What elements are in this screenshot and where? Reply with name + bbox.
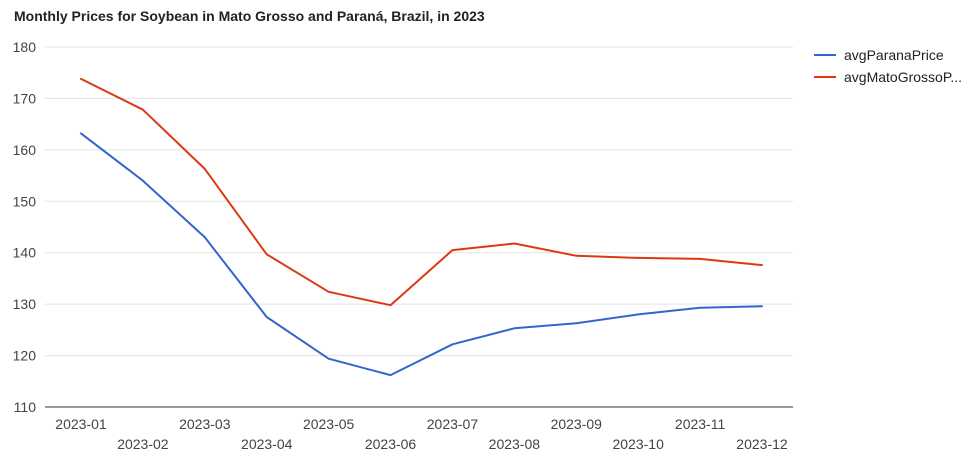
legend-label-avgMatoGrossoPrice: avgMatoGrossoP...: [844, 69, 962, 85]
y-tick-label: 130: [13, 296, 37, 312]
x-tick-label: 2023-05: [303, 416, 355, 432]
legend-label-avgParanaPrice: avgParanaPrice: [844, 47, 944, 63]
x-tick-label: 2023-09: [551, 416, 603, 432]
y-tick-label: 140: [13, 245, 37, 261]
x-tick-label: 2023-12: [736, 436, 788, 452]
x-tick-label: 2023-10: [612, 436, 664, 452]
x-tick-label: 2023-08: [489, 436, 541, 452]
y-tick-label: 180: [13, 39, 37, 55]
x-tick-label: 2023-02: [117, 436, 169, 452]
x-tick-label: 2023-01: [55, 416, 107, 432]
x-tick-label: 2023-11: [675, 416, 726, 432]
series-line-avgParanaPrice: [80, 132, 763, 377]
x-tick-label: 2023-03: [179, 416, 231, 432]
x-tick-label: 2023-06: [365, 436, 417, 452]
y-tick-label: 120: [13, 348, 37, 364]
chart-title: Monthly Prices for Soybean in Mato Gross…: [14, 8, 485, 24]
x-tick-label: 2023-07: [427, 416, 479, 432]
series-line-avgMatoGrossoPrice: [80, 77, 763, 307]
y-tick-label: 160: [13, 142, 37, 158]
x-tick-label: 2023-04: [241, 436, 293, 452]
y-tick-label: 110: [14, 399, 37, 415]
y-tick-label: 150: [13, 193, 37, 209]
y-tick-label: 170: [13, 90, 37, 106]
